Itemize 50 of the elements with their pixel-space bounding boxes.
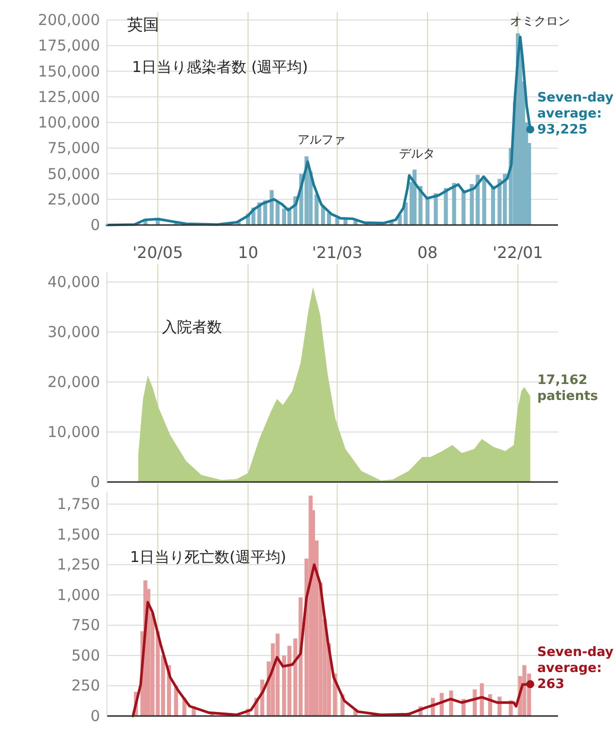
bar [426,197,430,225]
y-tick-label: 75,000 [48,139,100,158]
x-tick-label: '21/03 [312,243,362,262]
y-tick-label: 30,000 [48,323,100,341]
text: 1日当り死亡数(週平均) [130,548,286,566]
bar [480,683,484,716]
bar [321,206,326,225]
y-tick-label: 50,000 [48,164,100,183]
bar [491,186,496,225]
y-tick-label: 0 [90,473,100,491]
y-tick-label: 10,000 [48,423,100,441]
bar [444,188,448,225]
text: 入院者数 [162,318,222,336]
y-tick-label: 1,250 [57,556,100,574]
annotation: デルタ [399,146,436,160]
bar [270,190,274,225]
bar [434,193,438,225]
bar [314,194,319,225]
y-tick-label: 20,000 [48,373,100,391]
x-tick-label: '22/01 [492,243,544,262]
y-tick-label: 250 [71,676,100,695]
y-tick-label: 200,000 [38,11,100,29]
bar [276,202,280,225]
annotation: アルファ [298,132,346,147]
y-tick-label: 1,500 [57,525,100,544]
y-tick-label: 0 [90,707,100,725]
y-tick-label: 1,750 [57,495,100,514]
y-tick-label: 175,000 [38,36,100,55]
y-tick-label: 750 [71,616,100,634]
y-tick-label: 40,000 [48,273,100,291]
x-tick-label: 10 [238,243,258,262]
annotation: Seven-day average: 93,225 [537,90,614,138]
y-tick-label: 100,000 [38,114,100,132]
annotation: 英国 [127,15,159,34]
y-tick-label: 150,000 [38,62,100,80]
y-tick-label: 125,000 [38,88,100,106]
annotation: 17,162 patients [537,373,598,404]
annotation: オミクロン [510,14,570,28]
bar [482,178,486,225]
x-tick-label: '20/05 [132,243,184,262]
y-tick-label: 1,000 [57,586,100,604]
bar [412,170,417,225]
annotation: Seven-day average: 263 [537,645,614,692]
y-tick-label: 500 [71,646,100,664]
y-tick-label: 25,000 [48,190,100,208]
bar [452,182,456,225]
bar [462,190,466,225]
x-tick-label: 08 [417,243,438,262]
y-tick-label: 0 [90,216,100,234]
text: 1日当り感染者数 (週平均) [132,58,308,76]
